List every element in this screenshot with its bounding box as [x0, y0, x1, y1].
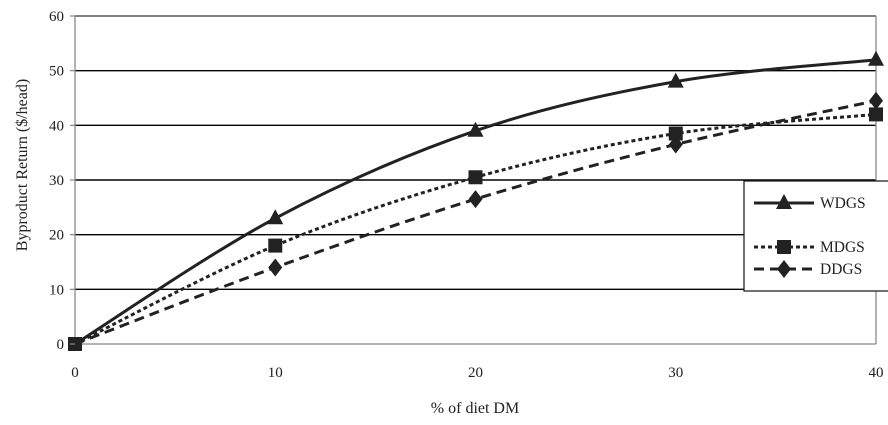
axis-tick-labels: 0 10 20 30 40 50 60 0 10 20 30 40	[49, 9, 884, 381]
legend-label-mdgs: MDGS	[820, 239, 865, 256]
data-point-mdgs	[668, 126, 683, 141]
data-point-ddgs	[668, 135, 683, 154]
data-point-wdgs	[667, 72, 684, 88]
y-tick-label: 50	[49, 64, 64, 80]
x-tick-label: 20	[468, 365, 483, 381]
y-tick-label: 30	[49, 173, 64, 189]
data-point-wdgs	[467, 121, 484, 137]
legend-marker-mdgs	[777, 240, 791, 254]
y-tick-label: 60	[49, 9, 64, 25]
y-tick-label: 40	[49, 118, 64, 134]
x-tick-label: 40	[869, 365, 884, 381]
x-tick-label: 10	[268, 365, 283, 381]
x-axis-title: % of diet DM	[431, 400, 519, 417]
data-point-ddgs	[468, 190, 483, 209]
data-point-mdgs	[468, 170, 483, 185]
legend-box	[743, 180, 888, 292]
y-tick-label: 10	[49, 282, 64, 298]
x-tick-label: 30	[668, 365, 683, 381]
data-point-ddgs	[869, 91, 883, 110]
series-markers	[68, 50, 884, 351]
legend-label-ddgs: DDGS	[820, 261, 862, 278]
legend-marker-ddgs	[777, 260, 791, 278]
legend-label-wdgs: WDGS	[820, 195, 866, 212]
y-axis-title: Byproduct Return ($/head)	[14, 79, 31, 251]
data-point-wdgs	[267, 209, 284, 225]
data-point-ddgs	[268, 258, 283, 277]
x-tick-label: 0	[71, 365, 79, 381]
y-tick-label: 20	[49, 228, 64, 244]
data-point-mdgs	[869, 107, 883, 122]
legend-marker-wdgs	[776, 194, 792, 209]
legend: WDGS MDGS DDGS	[743, 180, 888, 292]
data-point-wdgs	[868, 50, 884, 66]
y-tick-label: 0	[57, 337, 65, 353]
data-point-mdgs	[268, 238, 283, 253]
